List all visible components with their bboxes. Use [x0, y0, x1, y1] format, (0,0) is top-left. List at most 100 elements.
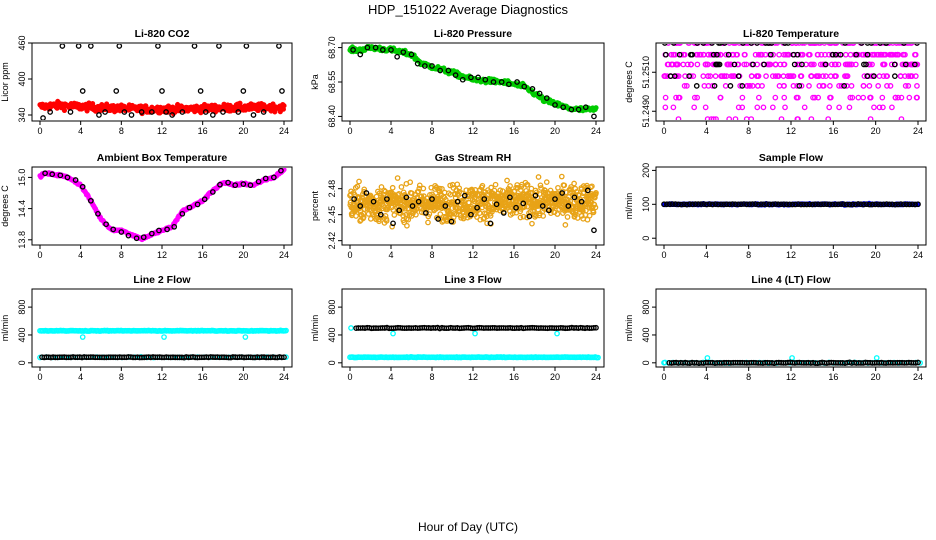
data-point [725, 51, 732, 58]
data-point [435, 195, 442, 202]
data-point [694, 44, 700, 46]
data-point [836, 83, 842, 89]
data-point [883, 201, 890, 207]
y-tick-label: 340 [17, 107, 27, 122]
data-point [96, 112, 102, 118]
data-point [666, 201, 673, 208]
data-point [707, 73, 714, 80]
data-point [896, 44, 902, 46]
data-point [743, 201, 750, 208]
data-point [367, 216, 374, 222]
y-tick-label: 0 [641, 360, 651, 365]
data-point [774, 44, 780, 46]
data-point [79, 183, 86, 190]
data-point [847, 51, 854, 58]
data-point [482, 76, 489, 83]
data-point [842, 44, 848, 46]
x-tick-label: 12 [468, 250, 478, 260]
data-point [357, 51, 364, 58]
data-point [784, 51, 791, 58]
data-point [767, 51, 774, 58]
data-point [492, 181, 499, 188]
y-tick-label: 68.70 [327, 36, 337, 59]
x-tick-label: 12 [786, 372, 796, 382]
panel-0: Li-820 CO2 Licor ppm 0 4 8 12 16 20 24 340 400 460 [0, 28, 293, 136]
data-point [568, 106, 575, 113]
data-point [662, 44, 668, 46]
data-point [849, 44, 856, 46]
data-point [442, 203, 449, 209]
data-point [560, 104, 567, 111]
data-point [758, 201, 764, 208]
x-tick-label: 16 [198, 250, 208, 260]
data-point [755, 51, 762, 58]
y-axis-label: degrees C [624, 61, 634, 103]
data-point [769, 201, 776, 208]
data-point [871, 73, 877, 80]
y-tick-label: 400 [17, 327, 27, 342]
data-point [583, 207, 589, 214]
data-point [735, 201, 742, 208]
data-point [781, 201, 787, 208]
data-point [798, 51, 804, 58]
data-point [422, 210, 429, 216]
data-point [591, 227, 597, 234]
data-point [744, 83, 751, 89]
data-point [360, 214, 367, 221]
data-point [590, 209, 597, 216]
data-point [840, 201, 847, 208]
y-axis-label: percent [310, 190, 320, 221]
x-tick-label: 8 [119, 372, 124, 382]
data-point [87, 197, 94, 204]
data-point [752, 51, 759, 58]
data-point [772, 44, 778, 46]
data-point [735, 73, 742, 80]
data-point [829, 201, 836, 208]
x-tick-label: 16 [828, 372, 838, 382]
data-point [815, 201, 821, 208]
data-point [799, 61, 805, 68]
data-point [716, 44, 722, 46]
data-point [880, 104, 886, 111]
data-point [790, 51, 797, 58]
data-point [842, 51, 849, 58]
data-point [866, 83, 873, 89]
data-point [689, 51, 696, 58]
panel-title: Line 4 (LT) Flow [751, 274, 831, 286]
data-point [766, 44, 772, 46]
data-point [827, 44, 833, 46]
data-point [790, 83, 797, 89]
data-point [826, 201, 833, 208]
data-point [746, 201, 753, 208]
data-point [413, 211, 419, 218]
data-point [571, 180, 577, 187]
y-tick-label: 14.4 [17, 200, 27, 218]
x-tick-label: 24 [279, 372, 289, 382]
data-point [869, 61, 875, 68]
data-point [858, 44, 865, 46]
data-point [866, 201, 873, 208]
data-point [592, 204, 599, 211]
panel-2: Li-820 Temperature degrees C 0 4 8 12 16 20 24 51… [624, 28, 927, 136]
data-point [363, 190, 370, 196]
data-point [829, 51, 836, 58]
data-point [694, 94, 701, 101]
x-tick-label: 4 [704, 250, 709, 260]
data-point [389, 184, 396, 191]
data-point [895, 201, 901, 208]
data-point [520, 200, 527, 207]
series-cyan [347, 325, 601, 361]
data-point [64, 174, 71, 181]
data-point [351, 196, 357, 202]
data-point [186, 204, 193, 211]
series-black [666, 359, 921, 366]
data-point [879, 94, 886, 101]
data-point [768, 44, 775, 46]
data-point [823, 201, 830, 208]
data-point [832, 73, 838, 80]
data-point [898, 116, 905, 120]
data-point [901, 44, 907, 46]
x-tick-label: 0 [37, 126, 42, 136]
data-point [892, 94, 899, 101]
data-point [396, 190, 402, 197]
